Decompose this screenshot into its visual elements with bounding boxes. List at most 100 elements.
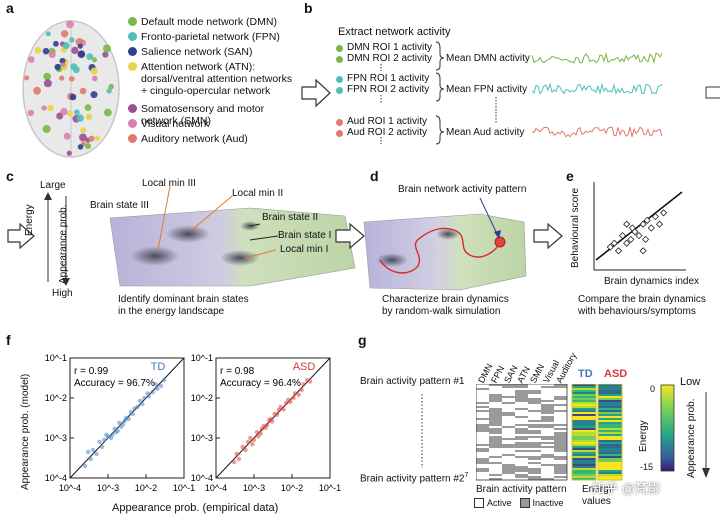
behaviour-point: [651, 213, 659, 221]
pattern-cell: [554, 406, 567, 409]
pattern-cell: [502, 442, 515, 445]
legend-san: Salience network (SAN): [128, 46, 252, 58]
pattern-cell: [541, 426, 554, 429]
pattern-cell: [489, 476, 502, 479]
energy-cell: [598, 394, 622, 397]
y-tick-label: 10^-4: [191, 473, 213, 483]
pattern-cell: [489, 432, 502, 435]
pattern-cell: [476, 410, 489, 413]
pattern-cell: [528, 390, 541, 393]
roi-dot: [94, 135, 101, 141]
energy-values-label: Energy values: [582, 484, 614, 507]
pattern-cell: [502, 440, 515, 443]
pattern-cell: [502, 418, 515, 421]
pattern-cell: [515, 454, 528, 457]
pattern-cell: [541, 440, 554, 443]
energy-cell: [572, 400, 596, 403]
energy-cell: [598, 392, 622, 395]
pattern-cell: [476, 456, 489, 459]
aud-dot-icon: [128, 134, 137, 143]
energy-cell: [598, 472, 622, 475]
pattern-cell: [515, 416, 528, 419]
data-point: [82, 463, 88, 469]
pattern-cell: [502, 424, 515, 427]
pattern-cell: [489, 392, 502, 395]
panel-e-ylabel: Behavioural score: [570, 187, 581, 268]
pattern-cell: [489, 472, 502, 475]
pattern-cell: [476, 406, 489, 409]
dmn-roi2-dot-icon: [336, 55, 343, 63]
pattern-cell: [502, 458, 515, 461]
pattern-cell: [502, 410, 515, 413]
energy-cell: [572, 468, 596, 471]
pattern-cell: [489, 384, 502, 387]
pattern-cell: [541, 392, 554, 395]
roi-dot: [45, 31, 51, 37]
pattern-cell: [515, 472, 528, 475]
pattern-cell: [502, 430, 515, 433]
roi-dot: [79, 133, 87, 142]
pattern-cell: [502, 464, 515, 467]
appearance-scatter-plots: 10^-410^-410^-310^-310^-210^-210^-110^-1…: [45, 353, 341, 493]
roi-dot: [43, 79, 52, 88]
energy-cell: [572, 444, 596, 447]
pattern-cell: [541, 444, 554, 447]
pattern-cell: [528, 454, 541, 457]
pattern-cell: [515, 458, 528, 461]
aud-roi2-dot-icon: [336, 129, 343, 137]
energy-cell: [598, 410, 622, 413]
plot-title: TD: [151, 361, 166, 373]
data-point: [122, 418, 128, 423]
data-point: [104, 432, 109, 437]
pattern-cell: [515, 402, 528, 405]
legend-visual: Visual network: [128, 118, 209, 130]
data-point: [264, 422, 270, 428]
network-activity-block: DMN ROI 1 activity DMN ROI 2 activity Me…: [336, 40, 720, 152]
pattern-cell: [554, 432, 567, 435]
roi-dot: [53, 40, 59, 47]
pattern-cell: [502, 386, 515, 389]
arrow-right-icon: [301, 78, 331, 108]
pattern-cell: [541, 412, 554, 415]
pattern-cell: [528, 434, 541, 437]
pattern-cell: [528, 402, 541, 405]
pattern-ellipsis: [421, 394, 423, 468]
data-point: [118, 424, 124, 429]
pattern-cell: [541, 396, 554, 399]
pattern-cell: [476, 386, 489, 389]
pattern-cell: [489, 398, 502, 401]
energy-cell: [598, 414, 622, 417]
brain-state-2-label: Brain state II: [262, 212, 319, 223]
pattern-cell: [489, 474, 502, 477]
energy-cell: [598, 444, 622, 447]
pattern-cell: [554, 454, 567, 457]
plot-title: ASD: [293, 361, 316, 373]
pattern-cell: [528, 478, 541, 481]
pattern-cell: [476, 422, 489, 425]
pattern-cell: [476, 450, 489, 453]
data-point: [112, 426, 117, 431]
pattern-cell: [502, 470, 515, 473]
legend-aud: Auditory network (Aud): [128, 133, 248, 145]
energy-cell: [598, 420, 622, 423]
pattern-cell: [489, 404, 502, 407]
roi-dot: [75, 38, 84, 46]
energy-cell: [572, 392, 596, 395]
data-point: [268, 416, 274, 422]
pattern-cell: [476, 432, 489, 435]
correlation-label: r = 0.98: [220, 366, 255, 377]
pattern-cell: [476, 464, 489, 467]
pattern-cell: [515, 436, 528, 439]
trace-aud: [531, 126, 663, 138]
pattern-cell: [541, 472, 554, 475]
aud-roi1-dot-icon: [336, 118, 343, 126]
data-point: [97, 439, 102, 445]
trace-fpn: [531, 82, 663, 96]
pattern-cell: [489, 426, 502, 429]
roi-dot: [54, 63, 61, 71]
pattern-cell: [515, 414, 528, 417]
y-tick-label: 10^-3: [45, 433, 67, 443]
panel-d-caption: Characterize brain dynamics by random-wal…: [382, 294, 509, 317]
pattern-cell: [541, 390, 554, 393]
pattern-cell: [515, 404, 528, 407]
